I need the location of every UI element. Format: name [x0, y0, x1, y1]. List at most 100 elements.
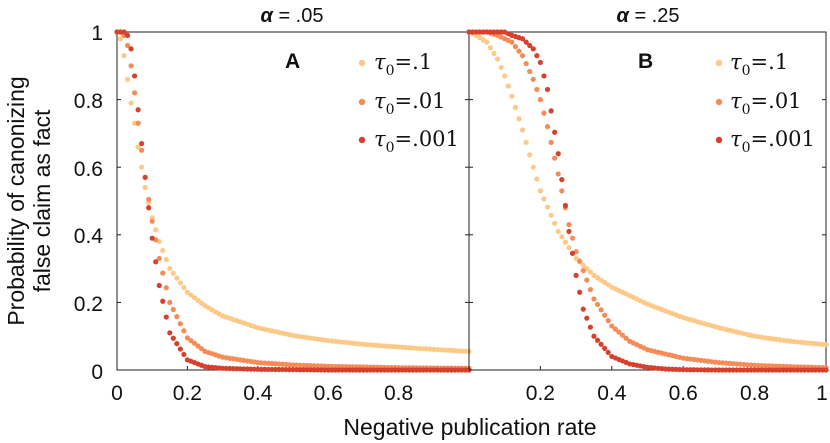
data-point	[135, 107, 141, 113]
data-point	[580, 268, 586, 274]
data-point	[819, 367, 826, 373]
data-point	[135, 120, 141, 126]
data-point	[534, 176, 540, 182]
alpha-value: = .05	[273, 5, 324, 27]
data-point	[584, 277, 590, 283]
data-point	[177, 346, 183, 352]
panel-b-y-ticks	[469, 99, 826, 303]
data-point	[184, 335, 190, 341]
data-point	[573, 272, 579, 278]
data-point	[167, 266, 173, 272]
data-point	[537, 59, 544, 66]
data-point	[591, 333, 597, 339]
data-point	[523, 39, 529, 45]
data-point	[480, 29, 486, 35]
data-point	[609, 323, 615, 329]
data-point	[469, 29, 476, 35]
data-point	[541, 73, 547, 79]
data-point	[580, 262, 586, 268]
legend-label: τ0=.01	[730, 89, 802, 118]
tau-symbol: τ	[730, 127, 742, 151]
data-point	[466, 29, 472, 35]
y-tick-label: 0.8	[74, 90, 103, 113]
data-point	[752, 367, 758, 373]
data-point	[512, 104, 519, 111]
data-point	[198, 300, 205, 306]
data-point	[605, 318, 611, 324]
data-point	[605, 349, 611, 356]
tau-value: =.01	[751, 89, 802, 113]
tau-symbol: τ	[730, 89, 742, 113]
data-point	[160, 298, 166, 304]
x-tick-label: 0.8	[740, 382, 769, 405]
data-point	[191, 340, 198, 346]
data-point	[128, 100, 134, 106]
data-point	[491, 50, 497, 57]
data-point	[587, 269, 593, 275]
panel-b-legend: τ0=.1 τ0=.01 τ0=.001	[715, 50, 815, 156]
x-tick-label: 1	[816, 382, 828, 405]
x-tick-label: 0.4	[243, 382, 273, 405]
alpha-value: = .25	[629, 5, 680, 27]
data-point	[139, 164, 145, 170]
data-point	[555, 228, 561, 235]
data-point	[494, 29, 501, 35]
data-point	[160, 270, 166, 276]
x-tick-label: 0.2	[173, 382, 202, 405]
tau-value: =.001	[395, 127, 459, 151]
data-point	[684, 367, 690, 373]
data-point	[737, 367, 743, 373]
data-point	[498, 29, 504, 35]
data-point	[559, 234, 565, 240]
data-point	[716, 367, 722, 373]
legend-label: τ0=.001	[374, 127, 459, 156]
x-tick-label: 0.2	[526, 382, 555, 405]
y-axis-title-line-2: false claim as fact	[29, 109, 55, 292]
data-point	[555, 151, 561, 157]
data-point	[505, 83, 511, 89]
data-point	[530, 164, 536, 170]
y-axis-title-line-1: Probability of canonizing	[3, 76, 29, 325]
data-point	[494, 56, 501, 62]
data-point	[791, 367, 797, 373]
data-point	[174, 314, 180, 320]
tau-value: =.001	[751, 127, 815, 151]
data-point	[128, 46, 134, 52]
data-point	[698, 367, 704, 373]
y-tick-label: 0.6	[74, 158, 103, 181]
tau-symbol: τ	[730, 50, 742, 74]
data-point	[562, 202, 568, 209]
x-tick-label: 0.6	[314, 382, 343, 405]
data-point	[527, 68, 533, 75]
data-point	[566, 245, 572, 251]
data-point	[527, 152, 533, 158]
data-point	[177, 280, 183, 286]
data-point	[128, 63, 134, 69]
tau-subscript: 0	[742, 63, 751, 79]
data-point	[135, 144, 141, 150]
legend-marker	[358, 136, 366, 144]
panel-a-y-ticks	[117, 99, 469, 303]
tau-symbol: τ	[374, 50, 386, 74]
tau-subscript: 0	[386, 140, 395, 156]
panel-b-points	[466, 29, 829, 373]
data-point	[712, 367, 718, 373]
data-point	[149, 218, 155, 224]
data-point	[153, 227, 159, 233]
data-point	[801, 367, 808, 373]
data-point	[727, 367, 733, 373]
data-point	[195, 343, 201, 349]
data-point	[537, 97, 544, 103]
data-point	[784, 367, 790, 373]
tau-subscript: 0	[742, 140, 751, 156]
data-point	[602, 345, 608, 351]
data-point	[541, 196, 547, 202]
data-point	[759, 367, 765, 373]
data-point	[139, 147, 145, 153]
data-point	[530, 46, 536, 52]
data-point	[569, 250, 576, 256]
data-point	[559, 188, 565, 194]
data-point	[523, 139, 529, 146]
data-point	[555, 171, 561, 177]
data-point	[755, 367, 761, 373]
